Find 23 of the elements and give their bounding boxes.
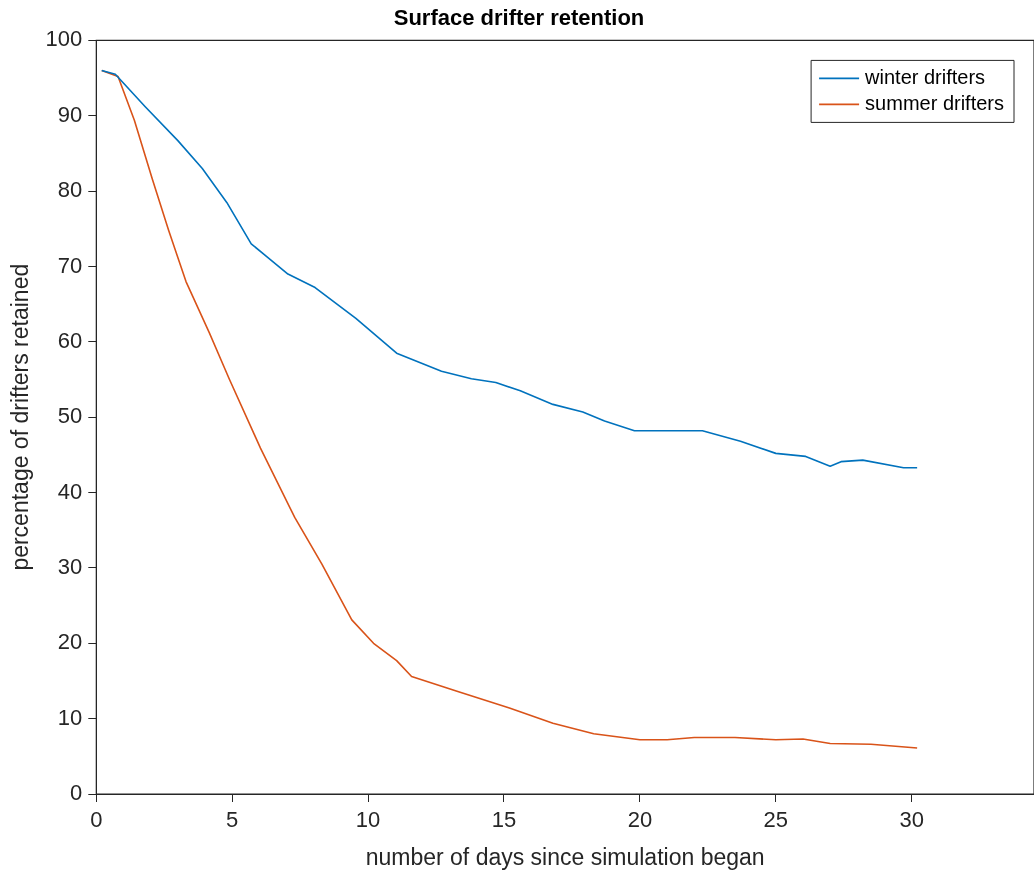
x-tick-label: 25 xyxy=(763,807,789,833)
y-tick-label: 70 xyxy=(57,252,83,278)
x-tick-label: 20 xyxy=(627,807,653,833)
y-tick-label: 60 xyxy=(57,327,83,353)
y-tick-label: 0 xyxy=(70,780,83,806)
y-tick-label: 80 xyxy=(57,177,83,203)
legend-label: winter drifters xyxy=(864,65,986,88)
y-tick-label: 100 xyxy=(45,26,83,52)
legend-label: summer drifters xyxy=(865,91,1004,114)
x-tick-label: 0 xyxy=(90,807,103,833)
chart-title: Surface drifter retention xyxy=(393,5,645,31)
x-tick-label: 5 xyxy=(226,807,239,833)
y-tick-label: 20 xyxy=(57,629,83,655)
x-tick-label: 10 xyxy=(355,807,381,833)
y-tick-label: 30 xyxy=(57,553,83,579)
y-tick-label: 50 xyxy=(57,403,83,429)
y-tick-label: 10 xyxy=(57,704,83,730)
x-tick-label: 30 xyxy=(899,807,924,833)
y-axis-title: percentage of drifters retained xyxy=(7,263,34,571)
y-tick-label: 90 xyxy=(57,101,83,127)
x-axis-title: number of days since simulation began xyxy=(365,843,765,870)
x-tick-label: 15 xyxy=(491,807,517,833)
y-tick-label: 40 xyxy=(57,478,83,504)
